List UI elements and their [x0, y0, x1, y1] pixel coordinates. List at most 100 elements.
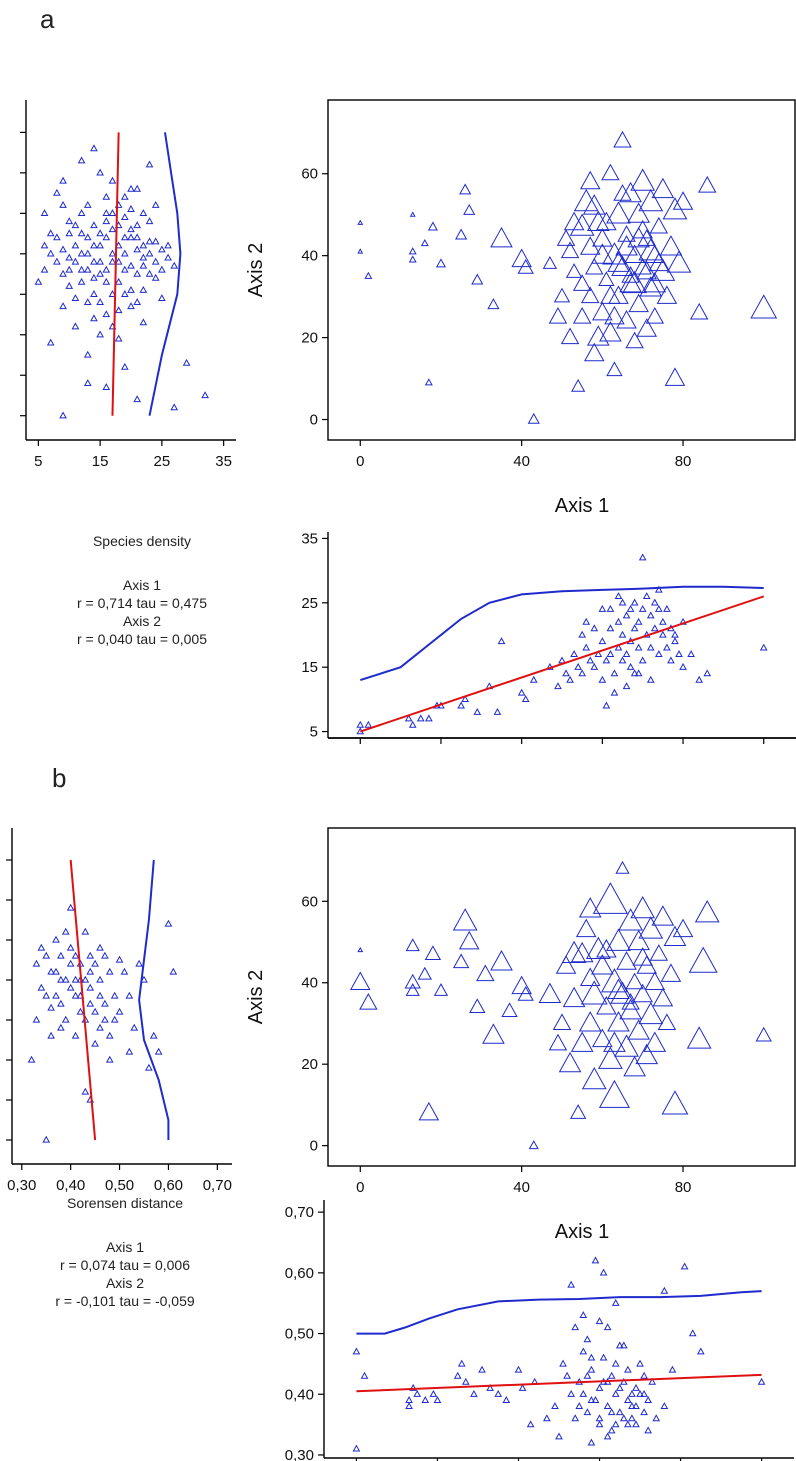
- b-main-point: [469, 998, 486, 1013]
- a-main-point: [582, 194, 606, 215]
- b-side-point: [66, 903, 75, 911]
- a-main-point: [619, 181, 642, 203]
- a-main-point: [689, 302, 709, 320]
- b-main-point: [638, 916, 664, 939]
- b-main-point: [607, 978, 630, 999]
- a-bottom-point: [663, 643, 671, 651]
- b-side-point: [125, 991, 134, 999]
- a-bottom-point: [473, 707, 482, 715]
- b-bottom-y-tick-label: 0,40: [285, 1386, 314, 1403]
- a-bottom-point: [622, 682, 631, 690]
- a-bottom-point: [497, 637, 506, 645]
- a-side-point: [59, 411, 67, 419]
- stats-axis1-values: r = 0,714 tau = 0,475: [77, 595, 207, 611]
- b-bottom-point: [644, 1396, 652, 1403]
- b-side-point: [135, 959, 143, 967]
- a-main-point: [471, 273, 484, 285]
- stats-axis1-values: r = 0,074 tau = 0,006: [60, 1257, 190, 1273]
- b-bottom-point: [526, 1420, 535, 1428]
- b-main-point: [433, 983, 449, 996]
- b-side-point: [101, 1015, 109, 1023]
- a-bottom-point: [364, 720, 373, 728]
- b-side-point: [66, 943, 75, 951]
- a-bottom-point: [582, 643, 591, 651]
- b-bottom-point: [603, 1432, 612, 1440]
- a-side-point: [102, 233, 111, 241]
- b-side-point: [101, 951, 109, 959]
- b-main-point: [688, 946, 718, 973]
- a-main-y-tick-label: 20: [301, 330, 318, 347]
- a-main-point: [364, 271, 373, 279]
- b-bottom-point: [587, 1396, 596, 1403]
- a-bottom-point: [598, 675, 607, 683]
- b-side-point: [47, 967, 55, 975]
- a-main-point: [580, 286, 600, 304]
- b-bottom-point: [607, 1426, 616, 1434]
- b-main-point: [610, 981, 635, 1004]
- a-side-point: [53, 257, 61, 265]
- a-main-point: [527, 412, 540, 424]
- a-main-point: [750, 294, 778, 319]
- b-bottom-point: [461, 1377, 470, 1385]
- a-bottom-point: [659, 617, 667, 625]
- b-main-point: [630, 895, 656, 919]
- b-side-point: [86, 983, 95, 991]
- b-side-point: [27, 1055, 36, 1063]
- b-main-point: [580, 980, 608, 1005]
- a-main-point: [639, 276, 663, 297]
- a-main-point: [424, 378, 433, 386]
- a-bottom-y-tick-label: 5: [310, 724, 318, 741]
- b-bottom-point: [555, 1432, 563, 1440]
- b-main-point: [552, 1013, 572, 1031]
- a-side-point: [164, 253, 172, 261]
- a-bottom-point: [570, 650, 578, 657]
- b-side-x-tick-label: 0,50: [105, 1177, 134, 1194]
- a-main-point: [606, 361, 623, 377]
- b-bottom-point: [660, 1286, 669, 1294]
- a-bottom-point: [654, 604, 663, 612]
- b-bottom-point: [514, 1365, 523, 1373]
- a-bottom-point: [457, 701, 465, 709]
- a-side-point: [151, 273, 160, 281]
- a-bottom-point: [654, 585, 663, 593]
- a-bottom-point: [610, 669, 619, 677]
- a-side-point: [120, 233, 129, 241]
- a-side-point: [96, 257, 104, 265]
- a-side-point: [77, 265, 86, 273]
- b-bottom-point: [421, 1396, 430, 1403]
- a-main-x-tick-label: 0: [356, 453, 364, 470]
- a-main-point: [604, 305, 625, 325]
- b-main-point: [755, 1026, 772, 1042]
- b-main-point: [452, 953, 470, 969]
- b-side-point: [47, 1003, 55, 1011]
- b-side-point: [169, 967, 178, 975]
- stats-axis2-values: r = 0,040 tau = 0,005: [77, 631, 207, 647]
- a-bottom-point: [416, 714, 425, 722]
- b-main-y-tick-label: 20: [301, 1056, 318, 1073]
- b-main-point: [596, 995, 617, 1015]
- b-bottom-point: [632, 1383, 640, 1391]
- a-side-point: [139, 261, 148, 269]
- a-main-point: [636, 318, 658, 337]
- b-bottom-point: [640, 1371, 648, 1379]
- a-main-point: [583, 342, 605, 362]
- b-side-x-tick-label: 0,60: [154, 1177, 183, 1194]
- a-bottom-point: [521, 695, 530, 703]
- a-side-point: [182, 358, 191, 366]
- b-bottom-point: [579, 1311, 588, 1319]
- a-bottom-point: [408, 720, 417, 728]
- a-main-point: [572, 274, 592, 291]
- b-main-point: [452, 908, 478, 931]
- a-side-x-tick-label: 15: [92, 453, 109, 470]
- a-side-point: [108, 225, 117, 233]
- a-side-point: [158, 245, 166, 253]
- stats-block-b: Sorensen distance Axis 1 r = 0,074 tau =…: [5, 1194, 245, 1310]
- a-side-point: [83, 249, 92, 257]
- b-main-point: [615, 860, 630, 874]
- a-side-point: [127, 205, 135, 212]
- b-side-point: [105, 1031, 114, 1039]
- b-side-point: [47, 1031, 55, 1039]
- b-bottom-point: [632, 1420, 640, 1428]
- a-side-point: [59, 176, 67, 184]
- b-bottom-point: [757, 1377, 766, 1385]
